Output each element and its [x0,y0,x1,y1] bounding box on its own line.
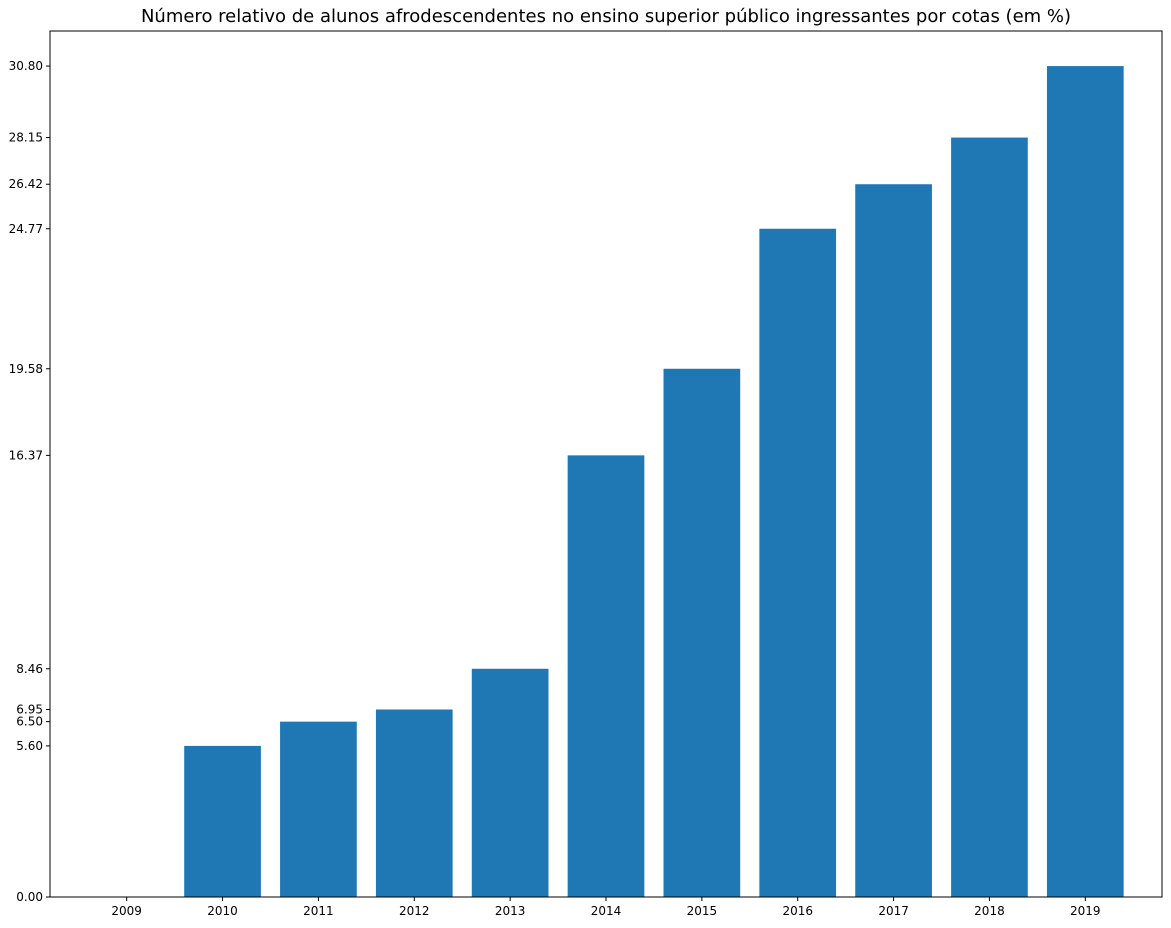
y-tick-label: 0.00 [16,890,43,904]
bar-2010 [184,745,261,897]
y-tick-label: 8.46 [16,662,43,676]
x-tick-label: 2015 [687,904,718,918]
x-axis-ticks: 2009 2010 2011 2012 2013 2014 2015 2016 2017 2018… [111,897,1101,918]
x-tick-label: 2018 [974,904,1005,918]
x-tick-label: 2016 [782,904,813,918]
plot-frame [49,30,1163,898]
x-tick-label: 2017 [878,904,909,918]
x-tick-label: 2019 [1070,904,1101,918]
x-tick-label: 2013 [495,904,526,918]
bars-group [184,66,1124,898]
bar-2012 [375,709,453,897]
y-tick-label: 30.80 [9,59,43,73]
x-tick-label: 2012 [399,904,430,918]
y-axis-ticks: 0.00 5.60 6.506.95 8.46 16.37 19.58 24.77 26.42… [9,59,50,904]
bar-2011 [280,721,357,897]
x-tick-label: 2010 [207,904,238,918]
bar-2017 [855,184,932,897]
y-tick-label: 6.95 [16,703,43,717]
bar-2015 [663,368,741,897]
y-tick-label: 28.15 [9,131,43,145]
x-tick-label: 2014 [591,904,622,918]
bar-2019 [1046,66,1124,897]
x-tick-label: 2011 [303,904,334,918]
bar-2013 [471,668,549,897]
x-tick-label: 2009 [111,904,142,918]
chart-title: Número relativo de alunos afrodescendent… [141,6,1071,27]
y-tick-label: 19.58 [9,362,43,376]
y-tick-label: 5.60 [16,739,43,753]
bar-2016 [759,228,837,898]
bar-2014 [567,455,645,897]
y-tick-label: 6.50 [16,715,43,729]
bar-2018 [951,137,1028,898]
y-tick-label: 16.37 [9,448,43,462]
y-tick-label: 24.77 [9,222,43,236]
y-tick-label: 26.42 [9,177,43,191]
